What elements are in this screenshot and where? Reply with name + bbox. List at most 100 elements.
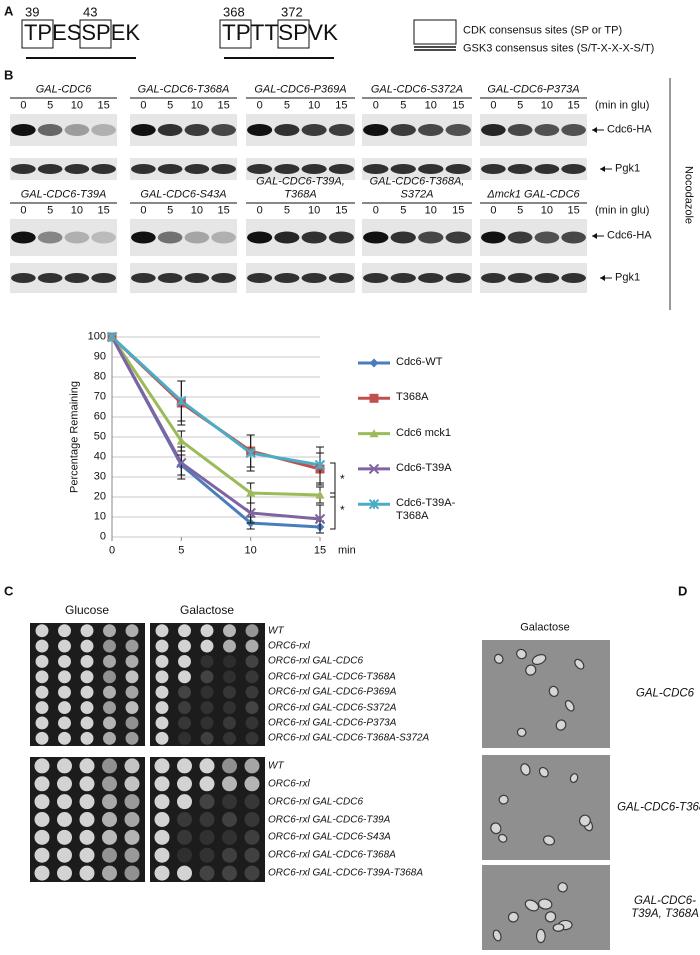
colony-spot	[244, 776, 260, 792]
timepoint: 5	[47, 204, 54, 217]
blot	[362, 158, 472, 180]
colony-spot	[57, 812, 72, 827]
strain-label: ORC6-rxl GAL-CDC6-T39A	[268, 813, 391, 825]
colony-spot	[223, 716, 236, 730]
band	[418, 164, 444, 174]
colony-spot	[79, 865, 95, 881]
x-tick-label: 10	[244, 544, 257, 557]
band	[445, 273, 471, 283]
sequence: TPESSPEK	[24, 20, 140, 45]
band	[507, 273, 533, 283]
band	[91, 273, 116, 283]
band	[534, 124, 560, 136]
cell	[574, 658, 585, 670]
colony-spot	[124, 794, 140, 810]
colony-spot	[35, 624, 49, 638]
cell	[498, 794, 509, 805]
y-tick-label: 70	[93, 390, 106, 403]
significance-bracket	[330, 492, 336, 530]
colony-spot	[57, 776, 72, 792]
colony-spot	[245, 670, 259, 684]
legend-label: Cdc6-T39A	[396, 461, 452, 474]
colony-spot	[154, 865, 170, 881]
cdk-site-box	[277, 19, 310, 49]
band	[481, 164, 506, 174]
timepoint: 10	[190, 204, 203, 217]
timepoint: 0	[20, 204, 27, 217]
band	[37, 273, 63, 283]
cdk-site-box	[79, 19, 112, 49]
colony-spot	[34, 758, 50, 774]
strain-label: WT	[268, 624, 284, 636]
cell	[542, 835, 556, 846]
band	[534, 231, 560, 244]
colony-spot	[155, 624, 169, 638]
colony-spot	[80, 716, 94, 730]
colony-spot	[57, 865, 72, 881]
significance-star: *	[340, 472, 345, 487]
strain-label: GAL-CDC6-P373A	[487, 83, 580, 96]
timepoint: 10	[308, 204, 321, 217]
band	[561, 231, 586, 244]
strain-label: ORC6-rxl GAL-CDC6-T368A	[268, 671, 396, 683]
timepoint: 15	[97, 204, 110, 217]
band	[184, 164, 210, 174]
colony-spot	[222, 865, 237, 881]
colony-spot	[177, 758, 192, 774]
cell	[524, 899, 540, 912]
timepoint: 10	[540, 204, 553, 217]
band	[363, 124, 389, 136]
colony-spot	[155, 654, 169, 668]
y-tick-label: 60	[93, 410, 106, 423]
colony-spot	[103, 716, 116, 730]
colony-spot	[103, 654, 116, 668]
band	[131, 231, 156, 244]
colony-spot	[125, 731, 139, 745]
colony-spot	[155, 685, 169, 699]
colony-spot	[103, 701, 116, 715]
colony-spot	[124, 812, 140, 827]
cell	[531, 654, 547, 666]
y-tick-label: 20	[93, 490, 106, 503]
band	[363, 164, 389, 174]
band	[363, 273, 389, 283]
series-line	[110, 336, 321, 521]
colony-spot	[244, 758, 260, 774]
colony-spot	[124, 847, 140, 863]
colony-spot	[222, 794, 237, 810]
data-point	[176, 395, 187, 407]
band	[418, 124, 444, 136]
colony-spot	[244, 865, 260, 881]
colony-spot	[35, 685, 49, 699]
time-unit: (min in glu)	[595, 99, 650, 112]
colony-spot	[199, 865, 215, 881]
colony-spot	[222, 847, 237, 863]
strain-label: GAL-CDC6-T368A, S372A	[369, 175, 465, 201]
band	[445, 164, 471, 174]
cell	[538, 766, 549, 778]
colony-spot	[58, 670, 71, 684]
colony-spot	[79, 794, 95, 810]
cdk-site-box	[219, 19, 252, 49]
band	[64, 124, 90, 136]
cell	[525, 664, 537, 676]
band	[37, 164, 63, 174]
colony-spot	[244, 847, 260, 863]
colony-spot	[244, 829, 260, 845]
colony-spot	[223, 654, 236, 668]
cell	[544, 911, 557, 923]
cell	[490, 822, 502, 835]
cell	[557, 882, 568, 893]
colony-spot	[200, 731, 214, 745]
strain-label: ORC6-rxl	[268, 778, 310, 790]
colony-spot	[34, 794, 50, 810]
band	[274, 273, 300, 283]
data-point	[314, 513, 326, 525]
band	[274, 124, 300, 136]
colony-spot	[35, 716, 49, 730]
colony-spot	[154, 794, 170, 810]
colony-spot	[125, 670, 139, 684]
colony-spot	[155, 670, 169, 684]
